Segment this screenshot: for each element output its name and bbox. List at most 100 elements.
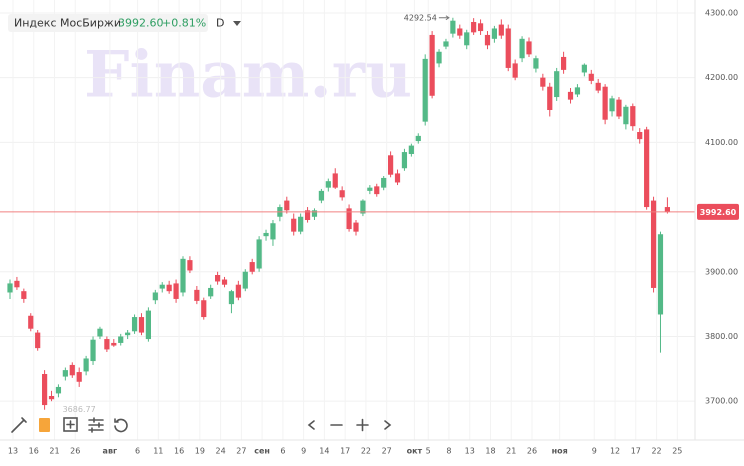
x-tick-label: 9 <box>301 447 306 456</box>
y-tick-label: 3700.00 <box>705 397 738 406</box>
interval[interactable]: D <box>216 17 224 30</box>
candle-body <box>422 58 428 122</box>
candle-body <box>97 328 103 337</box>
candle-body <box>62 370 68 377</box>
max-arrow <box>438 15 450 21</box>
candle-body <box>166 284 172 292</box>
x-tick-label: 11 <box>153 447 163 456</box>
zoom-in[interactable] <box>356 418 369 432</box>
x-tick-label: 27 <box>382 447 392 456</box>
candle-body <box>180 258 186 293</box>
candle-body <box>436 51 442 64</box>
candle-body <box>263 232 269 237</box>
x-tick-label: 22 <box>361 447 371 456</box>
candle-body <box>42 374 48 406</box>
x-tick-label: 24 <box>216 447 226 456</box>
candle-body <box>561 56 567 70</box>
candle-body <box>595 82 601 91</box>
y-tick-label: 3900.00 <box>705 267 738 276</box>
interval-dropdown[interactable] <box>233 21 241 26</box>
x-tick-label: окт <box>407 447 423 456</box>
layers-tool[interactable] <box>39 418 50 432</box>
candle-body <box>242 271 248 289</box>
candle-body <box>339 190 345 198</box>
candle-body <box>90 339 96 362</box>
candle-body <box>630 106 636 127</box>
candle-body <box>28 315 34 329</box>
x-tick-label: 9 <box>592 447 597 456</box>
x-tick-label: 13 <box>8 447 18 456</box>
candle-body <box>415 135 421 142</box>
candle-body <box>21 291 27 299</box>
candle-body <box>138 317 145 333</box>
candle-body <box>519 38 525 59</box>
candle-body <box>270 223 276 240</box>
settings-tool[interactable] <box>88 417 104 433</box>
candle-body <box>450 20 456 34</box>
x-tick-label: ноя <box>552 447 568 456</box>
candle-body <box>512 63 518 78</box>
candle-body <box>318 190 324 201</box>
candle-body <box>471 22 477 33</box>
min-label: 3686.77 <box>63 405 96 414</box>
x-tick-label: 16 <box>29 447 39 456</box>
x-tick-label: 6 <box>135 447 140 456</box>
candle-body <box>360 200 366 214</box>
draw-tool[interactable] <box>11 417 27 433</box>
candle-body <box>131 317 138 332</box>
change: +0.81% <box>162 17 206 30</box>
candle-body <box>477 23 484 32</box>
candle-body <box>401 152 408 169</box>
candle-body <box>256 239 262 269</box>
x-tick-label: авг <box>103 447 118 456</box>
candle-body <box>235 284 241 298</box>
candle-body <box>325 181 331 188</box>
add-indicator[interactable] <box>63 417 78 432</box>
candle-body <box>547 86 553 110</box>
scroll-right[interactable] <box>384 420 392 430</box>
y-tick-label: 4100.00 <box>705 138 738 147</box>
candle-body <box>152 292 158 301</box>
scroll-left[interactable] <box>307 420 315 430</box>
add-indicator-plus <box>66 420 75 429</box>
x-tick-label: сен <box>254 447 270 456</box>
candle-body <box>664 207 670 212</box>
x-tick-label: 16 <box>174 447 184 456</box>
candle-body <box>208 287 214 297</box>
x-tick-label: 22 <box>651 447 661 456</box>
candle-body <box>637 132 643 140</box>
x-tick-label: 17 <box>631 447 641 456</box>
x-tick-label: 19 <box>195 447 205 456</box>
candle-body <box>567 91 574 100</box>
candle-body <box>484 34 491 46</box>
x-tick-label: 8 <box>446 447 451 456</box>
candle-body <box>249 262 255 272</box>
candle-body <box>48 396 55 400</box>
reset-tool[interactable] <box>114 418 128 433</box>
candle-body <box>491 28 497 39</box>
candle-body <box>346 208 352 230</box>
candle-body <box>125 332 131 336</box>
candle-body <box>443 41 449 47</box>
candle-body <box>83 358 89 372</box>
candle-body <box>602 86 608 120</box>
candle-body <box>381 177 387 188</box>
candle-body <box>540 77 546 87</box>
header-box <box>8 14 208 32</box>
x-tick-label: 26 <box>527 447 537 456</box>
candle-body <box>145 310 151 340</box>
y-tick-label: 4300.00 <box>705 8 738 17</box>
candle-body <box>650 200 657 288</box>
x-tick-label: 21 <box>49 447 59 456</box>
candle-body <box>221 279 228 285</box>
toolbar <box>11 417 392 433</box>
candle-body <box>228 291 235 305</box>
x-tick-label: 25 <box>672 447 682 456</box>
candle-body <box>201 300 207 318</box>
candle-body <box>284 200 290 211</box>
x-tick-label: 6 <box>280 447 285 456</box>
candle-body <box>76 372 82 382</box>
candle-body <box>533 58 539 69</box>
x-tick-label: 13 <box>465 447 475 456</box>
